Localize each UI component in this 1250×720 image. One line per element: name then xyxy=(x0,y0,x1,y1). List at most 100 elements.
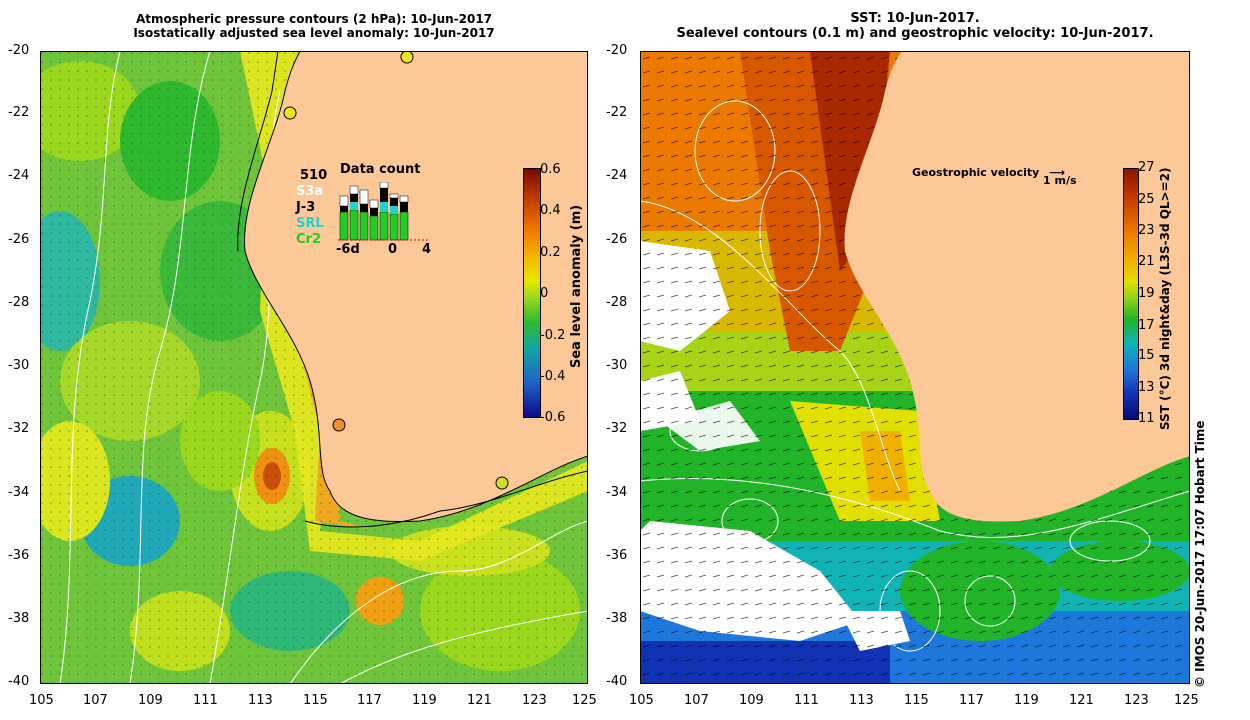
tide-gauge-marker xyxy=(400,51,414,64)
left-x-tick: 121 xyxy=(467,693,492,708)
right-y-tick: -40 xyxy=(606,674,628,689)
right-y-tick: -30 xyxy=(606,358,628,373)
left-x-tick: 109 xyxy=(138,693,163,708)
australia-land xyxy=(244,51,588,523)
sst-colorbar-label: SST (°C) 3d night&day (L3S-3d QL>=2) xyxy=(1158,167,1172,431)
data-count-bar xyxy=(339,195,349,241)
sla-colorbar xyxy=(523,168,541,418)
right-x-tick: 125 xyxy=(1174,693,1199,708)
left-y-tick: -40 xyxy=(8,674,30,689)
left-x-tick: 105 xyxy=(29,693,54,708)
right-x-tick: 111 xyxy=(794,693,819,708)
data-count-bar xyxy=(389,193,399,241)
sla-cb-tick: 0.4 xyxy=(540,203,561,218)
sst-cb-tick: 15 xyxy=(1138,348,1155,363)
left-map-frame xyxy=(40,51,588,684)
left-y-tick: -26 xyxy=(8,232,30,247)
velocity-legend: Geostrophic velocity ⟶ xyxy=(912,166,1065,179)
left-x-tick: 117 xyxy=(357,693,382,708)
right-x-tick: 119 xyxy=(1014,693,1039,708)
sst-cb-tick: 27 xyxy=(1138,160,1155,175)
sla-cb-tick: -0.2 xyxy=(540,328,566,343)
right-x-tick: 121 xyxy=(1069,693,1094,708)
tide-gauge-marker xyxy=(332,418,346,432)
mission-s3a-label: S3a xyxy=(296,184,324,199)
right-y-tick: -28 xyxy=(606,295,628,310)
right-x-tick: 113 xyxy=(849,693,874,708)
data-count-bars xyxy=(338,182,428,241)
left-x-tick: 115 xyxy=(303,693,328,708)
mission-cr2-label: Cr2 xyxy=(296,232,321,247)
left-y-tick: -20 xyxy=(8,43,30,58)
data-count-title: Data count xyxy=(340,162,421,177)
sst-cb-tick: 23 xyxy=(1138,223,1155,238)
right-title-line1: SST: 10-Jun-2017. xyxy=(850,11,980,26)
velocity-legend-label: Geostrophic velocity xyxy=(912,166,1040,179)
sst-cb-tick: 11 xyxy=(1138,411,1155,426)
left-y-tick: -24 xyxy=(8,168,30,183)
right-y-tick: -36 xyxy=(606,548,628,563)
left-y-tick: -36 xyxy=(8,548,30,563)
data-count-xlabel-start: -6d xyxy=(336,242,360,257)
shelf-contour xyxy=(237,51,279,252)
left-map xyxy=(40,51,588,684)
right-map xyxy=(640,51,1190,684)
mission-j3-label: J-3 xyxy=(296,200,316,215)
right-y-tick: -24 xyxy=(606,168,628,183)
left-y-tick: -38 xyxy=(8,611,30,626)
sst-colorbar xyxy=(1123,168,1139,420)
data-count-bar xyxy=(399,195,409,241)
right-y-tick: -26 xyxy=(606,232,628,247)
tide-gauge-marker xyxy=(283,106,297,120)
right-x-tick: 105 xyxy=(629,693,654,708)
left-x-tick: 113 xyxy=(248,693,273,708)
data-count-bar xyxy=(359,189,369,241)
right-y-tick: -20 xyxy=(606,43,628,58)
data-count-bar xyxy=(379,182,389,241)
data-count-xlabel-zero: 0 xyxy=(388,242,398,257)
tide-gauge-marker xyxy=(495,476,509,490)
sla-cb-tick: 0 xyxy=(540,286,549,301)
right-title-line2: Sealevel contours (0.1 m) and geostrophi… xyxy=(676,26,1154,41)
sla-cb-tick: -0.4 xyxy=(540,369,566,384)
left-y-tick: -30 xyxy=(8,358,30,373)
sst-cb-tick: 21 xyxy=(1138,254,1155,269)
right-map-frame xyxy=(640,51,1190,684)
left-y-tick: -32 xyxy=(8,421,30,436)
left-x-tick: 107 xyxy=(83,693,108,708)
data-count-bar xyxy=(369,199,379,241)
sla-cb-tick: 0.2 xyxy=(540,245,561,260)
imos-credit: © IMOS 20-Jun-2017 17:07 Hobart Time xyxy=(1193,420,1207,688)
right-x-tick: 107 xyxy=(684,693,709,708)
right-y-tick: -32 xyxy=(606,421,628,436)
data-count-total: 510 xyxy=(300,168,328,183)
right-x-tick: 123 xyxy=(1124,693,1149,708)
mission-srl-label: SRL xyxy=(296,216,324,231)
sst-cb-tick: 17 xyxy=(1138,318,1155,333)
right-y-tick: -34 xyxy=(606,485,628,500)
shelf-contour-south xyxy=(304,470,588,528)
left-title-line2: Isostatically adjusted sea level anomaly… xyxy=(133,26,495,40)
left-x-tick: 125 xyxy=(572,693,597,708)
velocity-scale: 1 m/s xyxy=(1043,174,1077,187)
sla-cb-tick: -0.6 xyxy=(540,410,566,425)
pressure-contours xyxy=(59,51,588,684)
left-y-tick: -34 xyxy=(8,485,30,500)
sst-cb-tick: 19 xyxy=(1138,286,1155,301)
left-y-tick: -22 xyxy=(8,105,30,120)
right-x-tick: 109 xyxy=(739,693,764,708)
sla-colorbar-label: Sea level anomaly (m) xyxy=(569,204,584,368)
left-title: Atmospheric pressure contours (2 hPa): 1… xyxy=(40,12,588,40)
australia-land xyxy=(844,51,1190,522)
right-y-tick: -22 xyxy=(606,105,628,120)
data-count-xlabel-end: 4 xyxy=(422,242,432,257)
left-y-tick: -28 xyxy=(8,295,30,310)
right-y-tick: -38 xyxy=(606,611,628,626)
right-x-tick: 117 xyxy=(959,693,984,708)
right-title: SST: 10-Jun-2017. Sealevel contours (0.1… xyxy=(640,11,1190,41)
left-x-tick: 123 xyxy=(522,693,547,708)
left-x-tick: 111 xyxy=(193,693,218,708)
data-count-bar xyxy=(349,185,359,241)
sla-cb-tick: 0.6 xyxy=(540,162,561,177)
data-count-inset: 510 Data count S3a J-3 SRL Cr2 xyxy=(280,160,440,260)
